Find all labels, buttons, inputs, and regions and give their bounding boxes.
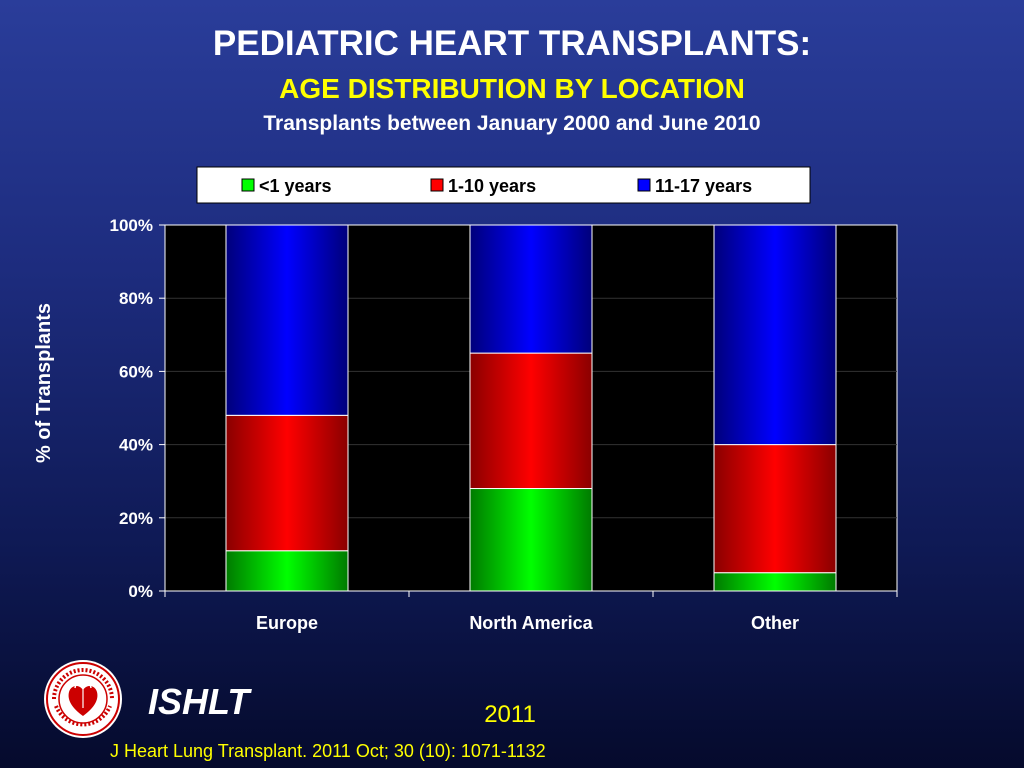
page-title: PEDIATRIC HEART TRANSPLANTS: bbox=[212, 24, 812, 63]
bar-other-less-than-1 bbox=[713, 572, 837, 592]
legend-swatch-one-to-ten bbox=[430, 178, 444, 192]
y-axis-label: % of Transplants bbox=[33, 303, 55, 463]
legend-box bbox=[196, 166, 811, 204]
legend-label-one-to-ten: 1-10 years bbox=[448, 176, 536, 196]
bar-europe-less-than-1 bbox=[225, 550, 349, 592]
bar-europe-eleven-to-seventeen bbox=[225, 224, 349, 416]
y-tick-label: 80% bbox=[119, 289, 153, 308]
bar-north-america-less-than-1 bbox=[469, 488, 593, 592]
chart-legend: <1 years 1-10 years 11-17 years bbox=[196, 166, 811, 204]
y-tick-label: 100% bbox=[110, 216, 153, 235]
bar-north-america-one-to-ten bbox=[469, 352, 593, 490]
bar-north-america-eleven-to-seventeen bbox=[469, 224, 593, 354]
ishlt-logo bbox=[44, 660, 122, 738]
page-subtitle-secondary: Transplants between January 2000 and Jun… bbox=[263, 112, 761, 135]
ishlt-brand: ISHLT bbox=[148, 681, 250, 722]
legend-label-less-than-1: <1 years bbox=[259, 176, 332, 196]
stacked-bar-chart: <1 years 1-10 years 11-17 years 0% 20% 40% 60… bbox=[33, 166, 898, 633]
bar-europe-one-to-ten bbox=[225, 414, 349, 552]
x-category-label: North America bbox=[469, 613, 593, 633]
x-category-label: Europe bbox=[256, 613, 318, 633]
x-category-label: Other bbox=[751, 613, 799, 633]
y-tick-label: 20% bbox=[119, 509, 153, 528]
bar-other-eleven-to-seventeen bbox=[713, 224, 837, 446]
page-subtitle: AGE DISTRIBUTION BY LOCATION bbox=[279, 73, 745, 104]
legend-swatch-less-than-1 bbox=[241, 178, 255, 192]
legend-label-eleven-to-seventeen: 11-17 years bbox=[655, 176, 752, 196]
legend-swatch-eleven-to-seventeen bbox=[637, 178, 651, 192]
citation: J Heart Lung Transplant. 2011 Oct; 30 (1… bbox=[110, 741, 546, 761]
bar-other-one-to-ten bbox=[713, 444, 837, 574]
y-tick-label: 0% bbox=[128, 582, 153, 601]
y-tick-label: 40% bbox=[119, 436, 153, 455]
year-label: 2011 bbox=[484, 701, 536, 728]
y-tick-label: 60% bbox=[119, 362, 153, 381]
